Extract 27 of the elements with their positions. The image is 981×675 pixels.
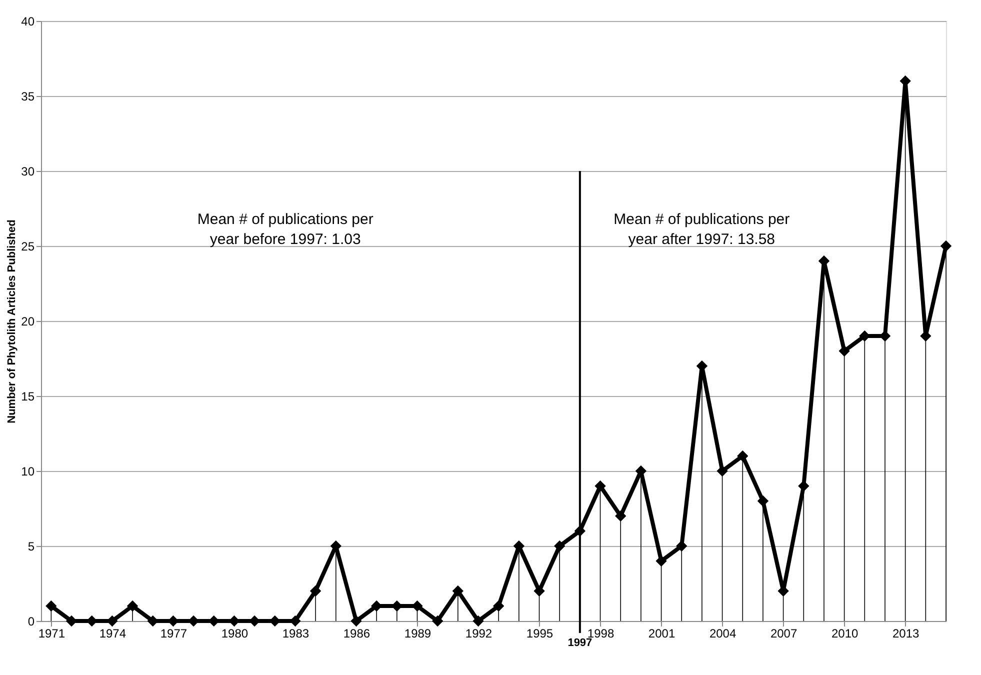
y-tick-label: 40 xyxy=(21,14,35,28)
y-tick-label: 0 xyxy=(28,614,35,628)
x-tick-label: 1974 xyxy=(99,626,126,640)
annotation: Mean # of publications per year after 1997: 13.58 xyxy=(614,211,790,248)
x-tick-label: 2010 xyxy=(831,626,858,640)
annotation: Mean # of publications per year before 1997: 1.03 xyxy=(197,211,374,248)
x-tick-label: 1983 xyxy=(282,626,310,640)
ref-line-label: 1997 xyxy=(568,637,592,649)
x-tick-label: 2013 xyxy=(892,626,920,640)
x-tick-label: 1995 xyxy=(526,626,554,640)
y-tick-label: 35 xyxy=(21,90,35,104)
x-tick-label: 1989 xyxy=(404,626,432,640)
y-tick-label: 20 xyxy=(21,314,35,328)
y-tick-label: 30 xyxy=(21,164,35,178)
x-tick-label: 2001 xyxy=(648,626,676,640)
y-tick-label: 5 xyxy=(28,540,35,554)
y-axis-title: Number of Phytolith Articles Published xyxy=(6,220,18,424)
x-tick-label: 1980 xyxy=(221,626,248,640)
x-tick-label: 1992 xyxy=(465,626,492,640)
x-tick-label: 2004 xyxy=(709,626,736,640)
x-tick-label: 1986 xyxy=(343,626,370,640)
y-tick-label: 25 xyxy=(21,240,35,254)
y-tick-label: 10 xyxy=(21,464,35,478)
x-tick-label: 2007 xyxy=(770,626,798,640)
x-tick-label: 1977 xyxy=(160,626,188,640)
y-tick-label: 15 xyxy=(21,390,35,404)
x-tick-label: 1971 xyxy=(38,626,66,640)
